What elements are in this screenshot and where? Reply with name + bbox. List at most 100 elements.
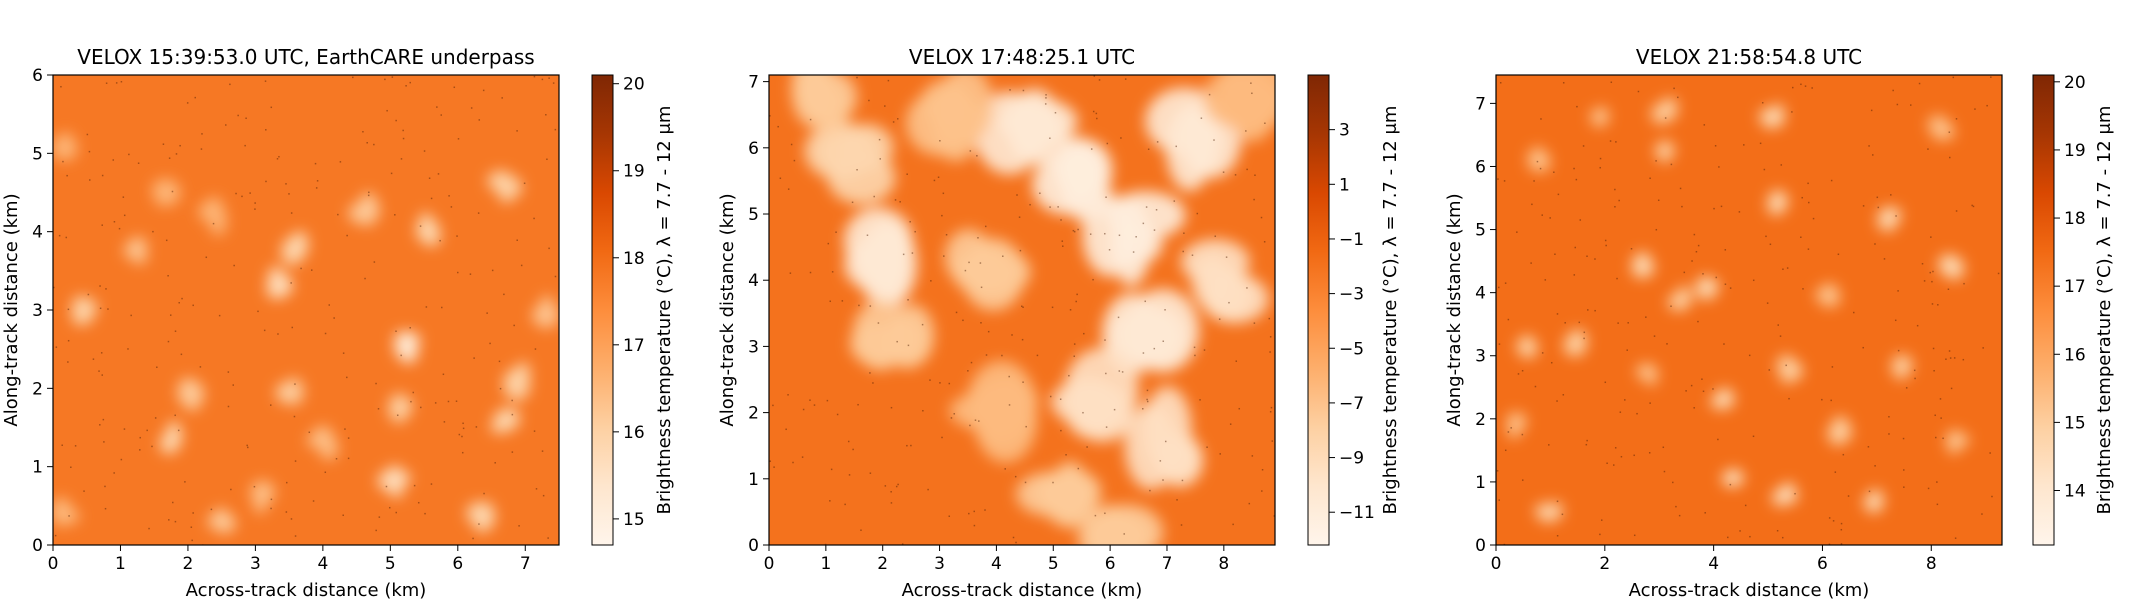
colorbar-tick-label: 20: [2064, 73, 2086, 93]
colorbar-tick-label: 20: [623, 75, 645, 95]
y-tick-label: 4: [748, 271, 759, 291]
cloud-patch: [1758, 103, 1786, 129]
cloud-patch: [791, 75, 858, 134]
cloud-patch: [1202, 75, 1275, 143]
heatmap-background: [53, 75, 559, 545]
panel-2-x-label: Across-track distance (km): [902, 580, 1143, 601]
cloud-patch: [1589, 106, 1610, 128]
cloud-patch: [1767, 190, 1789, 217]
panel-1-title: VELOX 15:39:53.0 UTC, EarthCARE underpas…: [77, 45, 534, 69]
panel-3-colorbar-ticks: 14 15 16 17 18 19 20: [2054, 73, 2086, 502]
y-tick-label: 1: [1475, 473, 1486, 493]
y-tick-label: 6: [32, 66, 43, 86]
y-tick-label: 7: [748, 73, 759, 93]
cloud-patch: [1082, 191, 1186, 287]
panel-3-y-ticks: 0 1 2 3 4 5 6 7: [1475, 94, 1496, 556]
panel-3-axes-frame: [1495, 74, 2003, 546]
cloud-patch: [1631, 251, 1655, 278]
cloud-patch: [377, 465, 411, 499]
cloud-patch: [905, 75, 994, 162]
panel-1: VELOX 15:39:53.0 UTC, EarthCARE underpas…: [1, 45, 675, 601]
cloud-patch: [1124, 386, 1204, 490]
x-tick-label: 3: [934, 554, 945, 574]
cloud-patch: [198, 196, 228, 236]
heatmap-background: [1496, 75, 2002, 545]
cloud-patch: [1016, 461, 1102, 529]
x-tick-label: 1: [115, 554, 126, 574]
panel-1-x-label: Across-track distance (km): [186, 580, 427, 601]
y-tick-label: 1: [32, 458, 43, 478]
x-tick-label: 4: [991, 554, 1002, 574]
x-tick-label: 6: [1817, 554, 1828, 574]
cloud-patch: [1937, 253, 1965, 281]
cloud-patch: [151, 178, 181, 207]
colorbar-tick-label: 16: [623, 423, 645, 443]
y-tick-label: 4: [32, 223, 43, 243]
y-tick-label: 0: [32, 536, 43, 556]
y-tick-label: 7: [1475, 94, 1486, 114]
cloud-patch: [159, 420, 183, 455]
y-tick-label: 6: [1475, 157, 1486, 177]
panel-1-colorbar-label: Brightness temperature (°C), λ = 7.7 - 1…: [654, 106, 675, 515]
x-tick-label: 7: [520, 554, 531, 574]
panel-3-x-ticks: 0 2 4 6 8: [1491, 545, 1937, 574]
cloud-patch: [250, 480, 276, 514]
panel-2-colorbar: [1307, 74, 1330, 546]
cloud-patch: [71, 295, 99, 326]
cloud-patch: [266, 266, 293, 300]
cloud-patch: [306, 425, 339, 461]
panel-3-x-label: Across-track distance (km): [1629, 580, 1870, 601]
sensor-speckle: [769, 75, 1275, 545]
cloud-patch: [850, 299, 935, 371]
x-tick-label: 0: [764, 554, 775, 574]
sensor-speckle: [1496, 76, 2000, 545]
cloud-patch: [1077, 504, 1164, 545]
panel-2-y-label: Along-track distance (km): [717, 193, 738, 426]
cloud-patch: [1776, 354, 1804, 385]
cloud-patch: [347, 192, 381, 227]
y-tick-label: 3: [32, 301, 43, 321]
cloud-patch: [1506, 412, 1527, 439]
panel-2-colorbar-ticks: 3 1 −1 −3 −5 −7 −9 −11: [1329, 121, 1375, 523]
y-tick-label: 5: [1475, 221, 1486, 241]
x-tick-label: 5: [385, 554, 396, 574]
colorbar-tick-label: −7: [1339, 394, 1364, 414]
y-tick-label: 0: [1475, 536, 1486, 556]
cloud-patch: [1635, 363, 1659, 387]
cloud-patch: [388, 393, 414, 424]
colorbar-tick-label: 18: [2064, 209, 2086, 229]
panel-1-heatmap: [53, 75, 559, 545]
y-tick-label: 2: [748, 404, 759, 424]
panel-1-y-ticks: 0 1 2 3 4 5 6: [32, 66, 53, 556]
x-tick-label: 4: [1708, 554, 1719, 574]
colorbar-tick-label: −9: [1339, 449, 1364, 469]
cloud-patch: [1563, 328, 1588, 357]
panel-3: VELOX 21:58:54.8 UTC 0 2 4 6 8 0 1 2 3 4 5 6 7 Acro…: [1444, 45, 2115, 601]
cloud-patch: [949, 360, 1039, 464]
x-tick-label: 2: [877, 554, 888, 574]
cloud-patch: [1945, 429, 1970, 455]
colorbar-tick-label: 1: [1339, 175, 1350, 195]
panel-2-y-ticks: 0 1 2 3 4 5 6 7: [748, 73, 769, 556]
cloud-patch: [1721, 468, 1745, 488]
cloud-patch: [974, 88, 1078, 175]
y-tick-label: 6: [748, 139, 759, 159]
cloud-patch: [53, 132, 78, 161]
panel-1-colorbar-ticks: 15 16 17 18 19 20: [613, 75, 645, 530]
cloud-patch: [843, 207, 918, 308]
x-tick-label: 4: [317, 554, 328, 574]
y-tick-label: 1: [748, 470, 759, 490]
cloud-patch: [1814, 283, 1841, 308]
y-tick-label: 3: [1475, 347, 1486, 367]
cloud-patch: [804, 121, 896, 205]
panel-3-heatmap: [1496, 75, 2002, 545]
cloud-patch: [1667, 285, 1693, 312]
cloud-patch: [466, 501, 496, 533]
cloud-patch: [1695, 276, 1721, 301]
cloud-patch: [393, 331, 421, 364]
cloud-patch: [280, 230, 309, 266]
cloud-patch: [503, 361, 531, 401]
cloud-patch: [487, 170, 523, 204]
